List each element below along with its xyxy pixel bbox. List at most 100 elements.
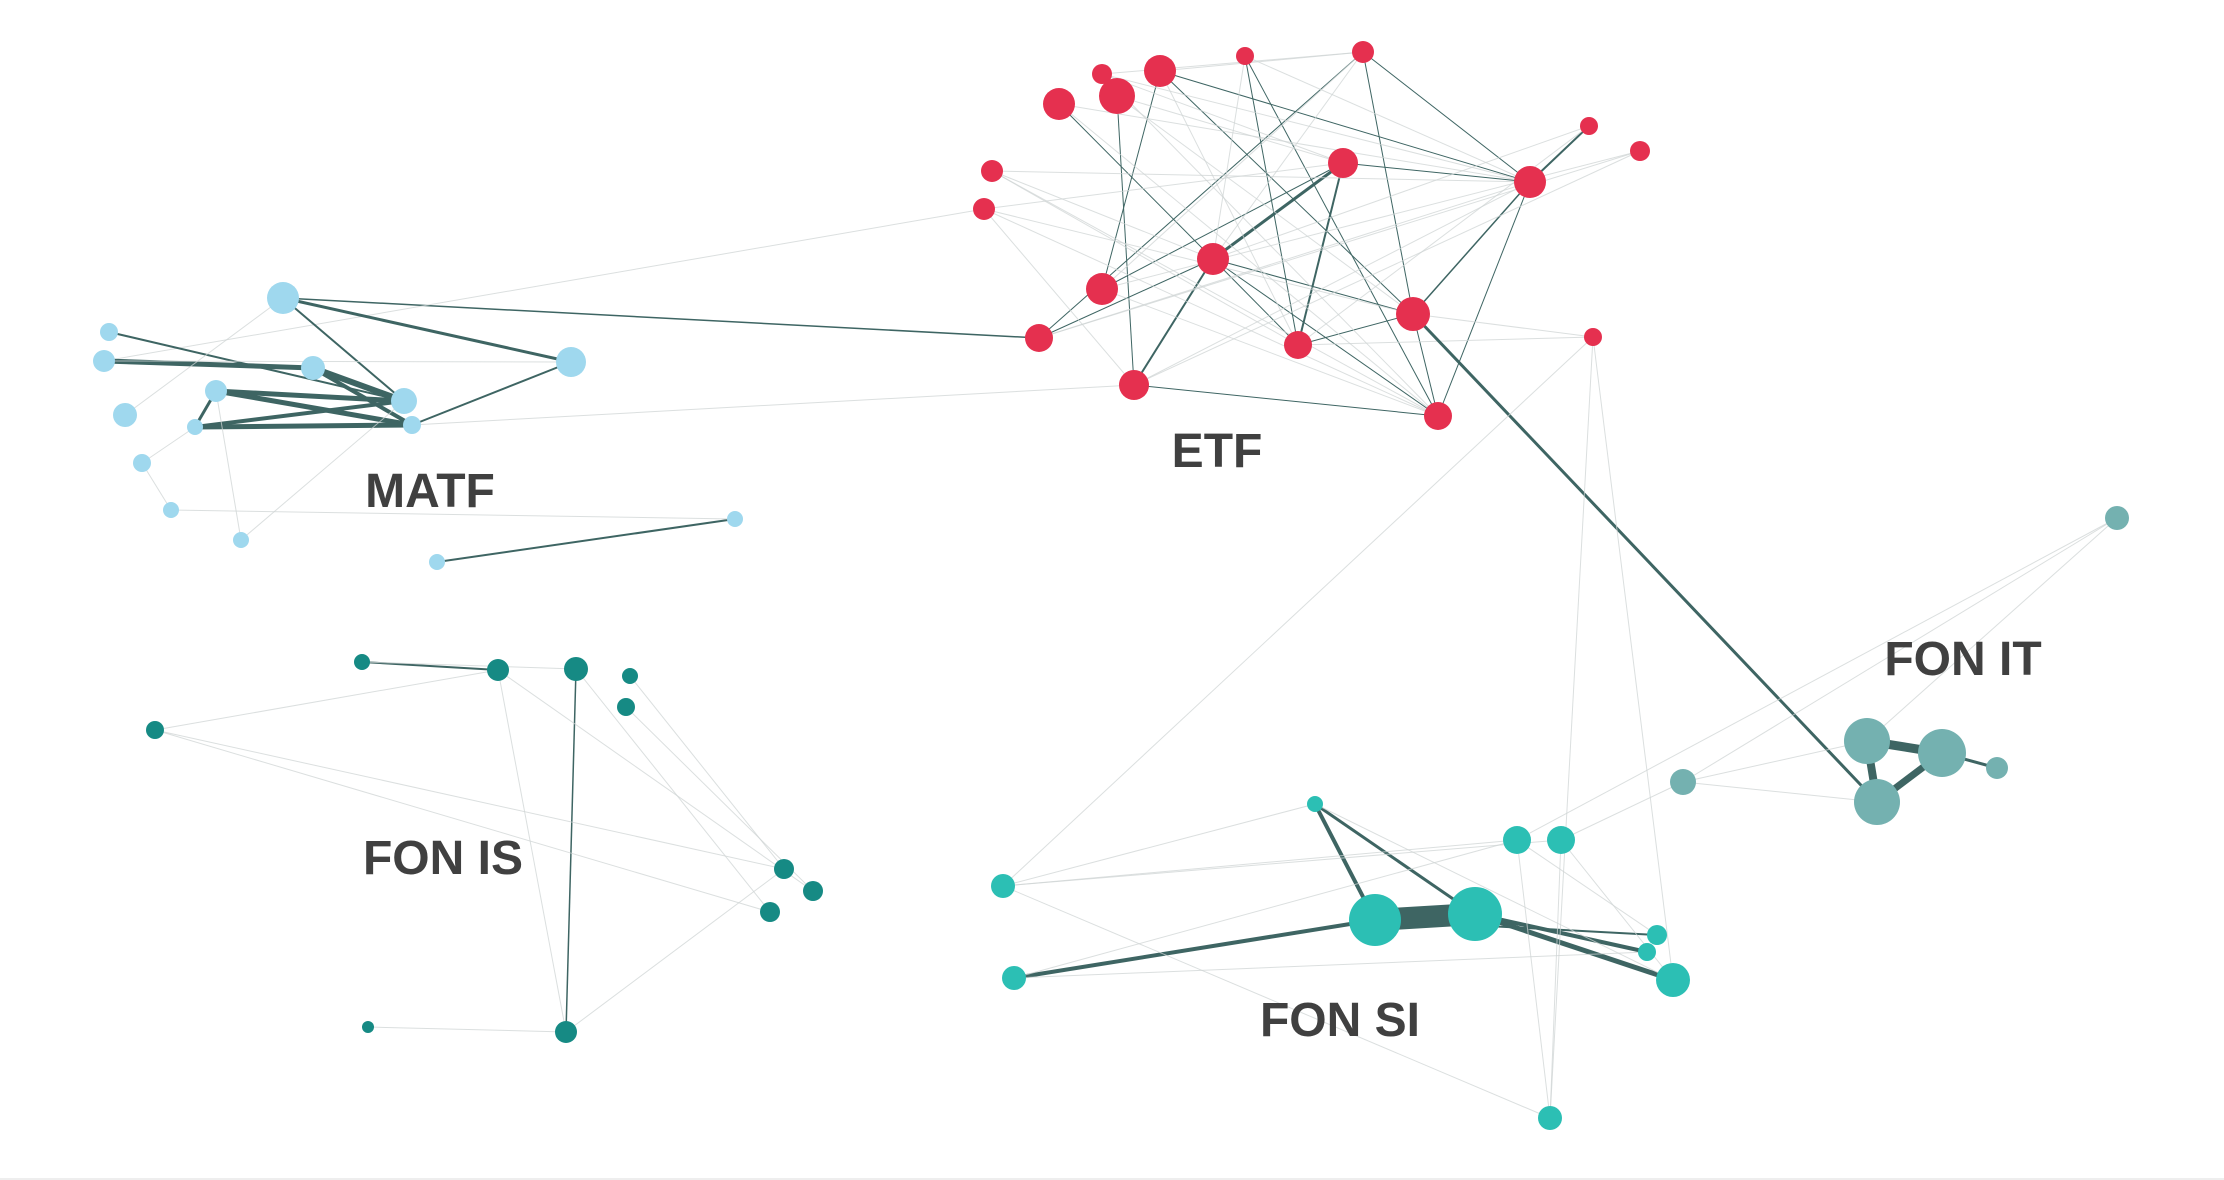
cluster-label-fonsi: FON SI bbox=[1260, 994, 1420, 1047]
node-fonit-t2 bbox=[1844, 718, 1890, 764]
edge-i11-i7 bbox=[565, 868, 785, 1033]
node-fonsi-s1 bbox=[1307, 796, 1323, 812]
edge-e2-e6 bbox=[1159, 51, 1364, 72]
edge-t1-s2 bbox=[1516, 517, 2118, 841]
edge-s4-s11 bbox=[1002, 885, 1551, 1119]
node-matf-m6 bbox=[205, 380, 227, 402]
edge-e20-e17 bbox=[1412, 313, 1594, 338]
edge-e15-e10 bbox=[1038, 181, 1531, 339]
edge-s9-s8 bbox=[1013, 951, 1648, 979]
edge-e9-e10 bbox=[1342, 162, 1531, 183]
node-fonsi-s11 bbox=[1538, 1106, 1562, 1130]
edge-e1-e9 bbox=[1101, 73, 1344, 164]
edge-e2-e14 bbox=[1101, 70, 1161, 290]
edge-e12-e14 bbox=[1101, 150, 1641, 290]
node-matf-m1 bbox=[267, 282, 299, 314]
edge-m14-m15 bbox=[436, 518, 736, 563]
edge-e14-e19 bbox=[1101, 288, 1439, 417]
edge-s4-s2 bbox=[1002, 839, 1518, 887]
node-fonit-t3 bbox=[1918, 729, 1966, 777]
edge-m12-m14 bbox=[170, 509, 736, 520]
node-fonis-i11 bbox=[555, 1021, 577, 1043]
edge-e9-e16 bbox=[1297, 162, 1344, 346]
edge-s9-s5 bbox=[1013, 918, 1376, 980]
edge-e3-e9 bbox=[1116, 95, 1344, 164]
node-fonsi-s8 bbox=[1638, 943, 1656, 961]
node-etf-e19 bbox=[1424, 402, 1452, 430]
edge-s2-s7 bbox=[1516, 839, 1658, 936]
edge-t1-t5 bbox=[1682, 517, 2118, 783]
edge-e10-e17 bbox=[1412, 181, 1531, 315]
edge-t1-t2 bbox=[1866, 517, 2118, 742]
node-matf-m13 bbox=[233, 532, 249, 548]
node-etf-e9 bbox=[1328, 148, 1358, 178]
node-matf-m10 bbox=[187, 419, 203, 435]
edge-i1-i3 bbox=[361, 661, 577, 670]
bottom-divider bbox=[0, 1178, 2224, 1180]
edges-layer bbox=[103, 51, 2118, 1119]
node-fonis-i7 bbox=[774, 859, 794, 879]
node-etf-e11 bbox=[1580, 117, 1598, 135]
node-etf-e17 bbox=[1396, 297, 1430, 331]
edge-e20-e16 bbox=[1297, 336, 1594, 346]
edge-e17-e16 bbox=[1297, 313, 1414, 346]
edge-i2-i8 bbox=[497, 669, 814, 892]
node-etf-e4 bbox=[1043, 88, 1075, 120]
edge-e20-s4 bbox=[1002, 336, 1594, 887]
edge-i6-i9 bbox=[154, 729, 771, 913]
node-matf-m14 bbox=[727, 511, 743, 527]
edge-s1-s6 bbox=[1314, 802, 1476, 916]
node-etf-e8 bbox=[973, 198, 995, 220]
edge-m8-m1 bbox=[124, 297, 284, 416]
node-fonit-t1 bbox=[2105, 506, 2129, 530]
edge-s5-s7 bbox=[1374, 919, 1658, 936]
edge-s3-s11 bbox=[1549, 839, 1562, 1119]
edge-e6-e17 bbox=[1362, 51, 1414, 315]
node-fonis-i8 bbox=[803, 881, 823, 901]
node-fonit-t4 bbox=[1986, 757, 2008, 779]
edge-m11-m12 bbox=[141, 462, 172, 511]
edge-m13-m7 bbox=[240, 400, 405, 541]
edge-m6-m13 bbox=[215, 390, 242, 541]
node-fonis-i4 bbox=[622, 668, 638, 684]
edge-e8-e18 bbox=[983, 208, 1135, 386]
node-fonis-i10 bbox=[362, 1021, 374, 1033]
edge-e1-e19 bbox=[1101, 73, 1439, 417]
edge-s6-s8 bbox=[1474, 912, 1648, 954]
node-etf-e20 bbox=[1584, 328, 1602, 346]
edge-i10-i11 bbox=[367, 1026, 567, 1033]
node-matf-m3 bbox=[93, 350, 115, 372]
edge-s4-s3 bbox=[1002, 839, 1562, 887]
node-matf-m7 bbox=[391, 388, 417, 414]
node-fonsi-s2 bbox=[1503, 826, 1531, 854]
node-etf-e14 bbox=[1086, 273, 1118, 305]
edge-e6-e13 bbox=[1212, 51, 1364, 260]
node-matf-m8 bbox=[113, 403, 137, 427]
edge-e11-e16 bbox=[1297, 125, 1590, 346]
edge-e3-e18 bbox=[1116, 95, 1135, 386]
edge-e5-e10 bbox=[1244, 55, 1531, 183]
cluster-label-etf: ETF bbox=[1172, 425, 1263, 478]
edge-e17-t6 bbox=[1411, 312, 1879, 804]
edge-e3-e17 bbox=[1116, 95, 1414, 315]
edge-e11-e13 bbox=[1212, 125, 1590, 260]
edge-m5-m7 bbox=[311, 365, 406, 404]
node-matf-m5 bbox=[301, 356, 325, 380]
edge-e7-e13 bbox=[991, 170, 1214, 260]
edge-s1-s10 bbox=[1314, 803, 1674, 981]
node-matf-m2 bbox=[100, 323, 118, 341]
node-fonsi-s10 bbox=[1656, 963, 1690, 997]
edge-e5-e13 bbox=[1212, 55, 1246, 260]
edge-m3-m5 bbox=[103, 358, 314, 371]
edge-s4-s1 bbox=[1002, 803, 1316, 887]
node-etf-e3 bbox=[1099, 78, 1135, 114]
edge-s11-e20 bbox=[1549, 336, 1594, 1119]
node-fonit-t6 bbox=[1854, 779, 1900, 825]
node-etf-e13 bbox=[1197, 243, 1229, 275]
edge-i6-i7 bbox=[154, 729, 785, 870]
edge-e2-e16 bbox=[1159, 70, 1299, 346]
node-etf-e15 bbox=[1025, 324, 1053, 352]
node-etf-e2 bbox=[1144, 55, 1176, 87]
node-fonsi-s5 bbox=[1349, 894, 1401, 946]
